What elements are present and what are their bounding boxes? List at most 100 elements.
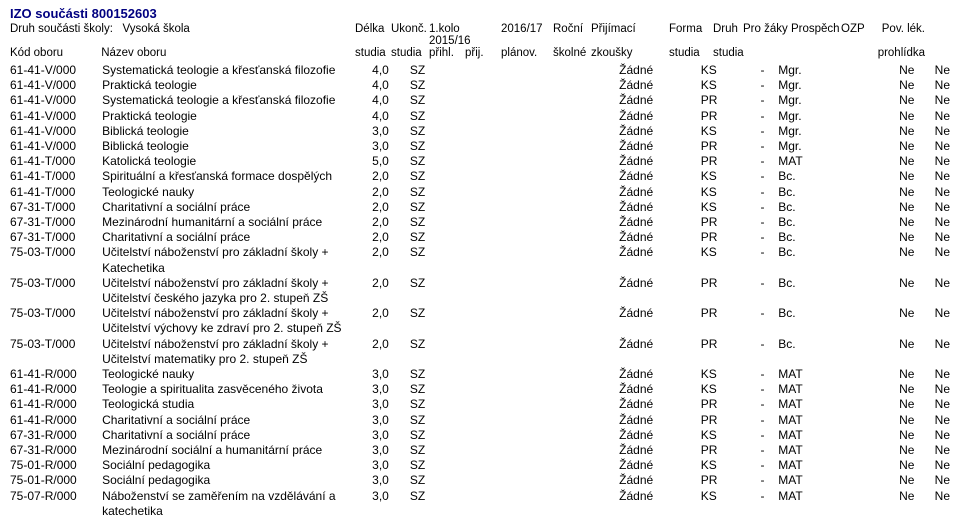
cell-pov: Ne — [918, 169, 950, 184]
cell-kod: 61-41-V/000 — [10, 63, 102, 78]
cell-kolo1 — [450, 428, 525, 443]
cell-nazev: Mezinárodní sociální a humanitární práce — [102, 443, 372, 458]
cell-delka: 3,0 — [372, 443, 410, 458]
cell-prospech — [828, 185, 880, 200]
cell-delka: 2,0 — [372, 230, 410, 245]
header-cols-bot: studia studia přihl. přij. plánov. školn… — [355, 47, 950, 59]
cell-pov: Ne — [918, 428, 950, 443]
hdr-pov-2: prohlídka — [877, 47, 925, 59]
cell-nazev: Sociální pedagogika — [102, 458, 372, 473]
cell-prij: Žádné — [619, 230, 701, 245]
cell-prij: Žádné — [619, 443, 701, 458]
cell-rocni — [579, 382, 619, 397]
cell-kolo1 — [450, 367, 525, 382]
hdr-forma-2: studia — [669, 47, 713, 59]
cell-prij: Žádné — [619, 215, 701, 230]
cell-ozp: Ne — [881, 245, 919, 275]
table-row: 61-41-V/000Praktická teologie4,0SZŽádnéK… — [10, 78, 950, 93]
cell-delka: 5,0 — [372, 154, 410, 169]
cell-kolo2 — [525, 93, 579, 108]
cell-nazev: Náboženství se zaměřením na vzdělávání a… — [102, 489, 372, 519]
cell-ukon: SZ — [410, 230, 450, 245]
cell-prozaky: MAT — [778, 428, 828, 443]
cell-pov: Ne — [918, 276, 950, 306]
cell-ukon: SZ — [410, 337, 450, 367]
table-row: 75-03-T/000Učitelství náboženství pro zá… — [10, 276, 950, 306]
cell-prij: Žádné — [619, 473, 701, 488]
cell-kod: 61-41-R/000 — [10, 382, 102, 397]
cell-kolo1 — [450, 124, 525, 139]
cell-druh: - — [747, 276, 778, 306]
cell-kolo1 — [450, 382, 525, 397]
cell-prij: Žádné — [619, 413, 701, 428]
cell-ozp: Ne — [881, 367, 919, 382]
cell-nazev: Sociální pedagogika — [102, 473, 372, 488]
cell-prozaky: MAT — [778, 443, 828, 458]
cell-nazev: Katolická teologie — [102, 154, 372, 169]
cell-ukon: SZ — [410, 489, 450, 519]
cell-kolo2 — [525, 443, 579, 458]
cell-delka: 2,0 — [372, 185, 410, 200]
cell-kod: 61-41-V/000 — [10, 139, 102, 154]
cell-kolo2 — [525, 124, 579, 139]
cell-forma: KS — [701, 169, 747, 184]
cell-ozp: Ne — [881, 337, 919, 367]
cell-rocni — [579, 154, 619, 169]
cell-delka: 3,0 — [372, 397, 410, 412]
hdr-delka: Délka — [355, 23, 391, 47]
cell-delka: 2,0 — [372, 245, 410, 275]
cell-ozp: Ne — [881, 63, 919, 78]
cell-kod: 61-41-R/000 — [10, 367, 102, 382]
table-row: 61-41-R/000Teologie a spiritualita zasvě… — [10, 382, 950, 397]
cell-delka: 3,0 — [372, 489, 410, 519]
cell-pov: Ne — [918, 63, 950, 78]
cell-pov: Ne — [918, 473, 950, 488]
cell-nazev: Teologie a spiritualita zasvěceného živo… — [102, 382, 372, 397]
cell-kolo2 — [525, 276, 579, 306]
cell-forma: KS — [701, 428, 747, 443]
cell-rocni — [579, 215, 619, 230]
cell-prospech — [828, 109, 880, 124]
cell-prospech — [828, 337, 880, 367]
cell-ozp: Ne — [881, 78, 919, 93]
cell-kolo2 — [525, 413, 579, 428]
hdr-ozp: OZP — [841, 23, 877, 47]
cell-pov: Ne — [918, 185, 950, 200]
cell-rocni — [579, 428, 619, 443]
cell-druh: - — [747, 443, 778, 458]
cell-nazev-continuation: katechetika — [102, 504, 372, 519]
cell-nazev: Charitativní a sociální práce — [102, 428, 372, 443]
table-row: 67-31-R/000Charitativní a sociální práce… — [10, 428, 950, 443]
cell-kolo2 — [525, 215, 579, 230]
cell-ukon: SZ — [410, 428, 450, 443]
cell-druh: - — [747, 63, 778, 78]
cell-delka: 4,0 — [372, 78, 410, 93]
cell-kod: 61-41-V/000 — [10, 93, 102, 108]
cell-rocni — [579, 458, 619, 473]
cell-ozp: Ne — [881, 93, 919, 108]
cell-prozaky: MAT — [778, 154, 828, 169]
cell-rocni — [579, 200, 619, 215]
cell-kod: 61-41-V/000 — [10, 109, 102, 124]
cell-kod: 67-31-T/000 — [10, 215, 102, 230]
cell-forma: KS — [701, 78, 747, 93]
cell-delka: 3,0 — [372, 428, 410, 443]
cell-druh: - — [747, 428, 778, 443]
cell-ozp: Ne — [881, 306, 919, 336]
cell-kolo1 — [450, 458, 525, 473]
cell-prij: Žádné — [619, 124, 701, 139]
cell-druh: - — [747, 215, 778, 230]
cell-prospech — [828, 458, 880, 473]
cell-prospech — [828, 63, 880, 78]
hdr-delka-2: studia — [355, 47, 391, 59]
cell-ozp: Ne — [881, 185, 919, 200]
cell-druh: - — [747, 458, 778, 473]
table-row: 61-41-T/000Spirituální a křesťanská form… — [10, 169, 950, 184]
cell-nazev-continuation: Učitelství výchovy ke zdraví pro 2. stup… — [102, 321, 372, 336]
cell-kolo2 — [525, 367, 579, 382]
cell-kolo1 — [450, 154, 525, 169]
cell-delka: 4,0 — [372, 63, 410, 78]
cell-druh: - — [747, 245, 778, 275]
cell-rocni — [579, 489, 619, 519]
cell-forma: PR — [701, 215, 747, 230]
